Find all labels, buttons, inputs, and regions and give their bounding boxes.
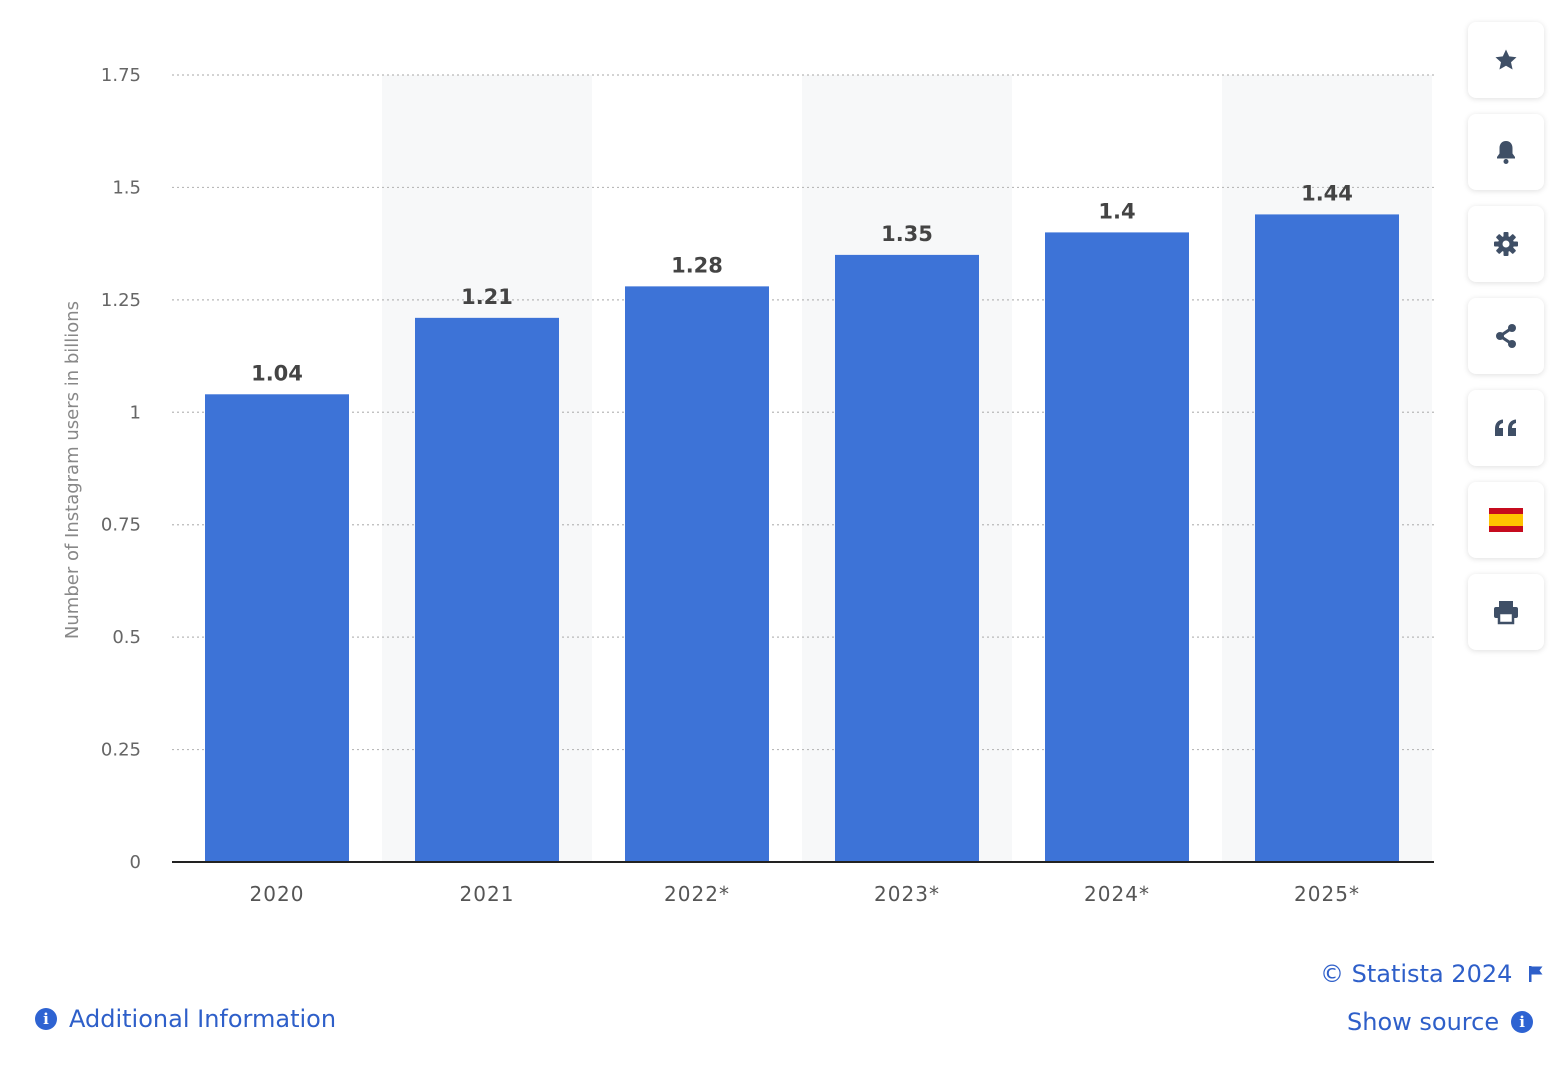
spain-flag-icon [1489, 508, 1523, 532]
y-tick-label: 0.25 [101, 740, 141, 761]
y-tick-label: 1.5 [112, 177, 141, 198]
quote-icon [1495, 419, 1516, 436]
notification-button[interactable] [1468, 114, 1544, 190]
y-axis-label: Number of Instagram users in billions [62, 301, 83, 639]
additional-information-text: Additional Information [69, 1005, 337, 1033]
chart-toolbar [1468, 22, 1544, 666]
y-tick-label: 0.5 [112, 627, 141, 648]
bar[interactable] [205, 394, 349, 862]
favorite-button[interactable] [1468, 22, 1544, 98]
y-tick-label: 0.75 [101, 515, 141, 536]
bar-value-label: 1.44 [1301, 181, 1353, 205]
show-source-link[interactable]: Show source i [1347, 1008, 1534, 1036]
y-tick-label: 0 [130, 852, 141, 873]
share-button[interactable] [1468, 298, 1544, 374]
bar-value-label: 1.35 [881, 222, 933, 246]
x-tick-label: 2022* [664, 882, 730, 906]
bell-icon [1497, 141, 1515, 164]
settings-button[interactable] [1468, 206, 1544, 282]
x-tick-label: 2021 [460, 882, 515, 906]
x-tick-label: 2025* [1294, 882, 1360, 906]
bar[interactable] [625, 286, 769, 862]
copyright-text: © Statista 2024 [1320, 960, 1513, 988]
bar[interactable] [1045, 232, 1189, 862]
show-source-text: Show source [1347, 1008, 1500, 1036]
info-icon: i [1511, 1011, 1534, 1033]
x-tick-label: 2024* [1084, 882, 1150, 906]
bar[interactable] [1255, 214, 1399, 862]
share-icon [1496, 324, 1516, 348]
cite-button[interactable] [1468, 390, 1544, 466]
bar-value-label: 1.21 [461, 285, 513, 309]
flag-icon [1529, 966, 1543, 982]
y-tick-label: 1 [130, 402, 141, 423]
bar-chart: 0 0.25 0.5 0.75 1 1.25 1.5 1.75 1.04 1.21 1.28 1.3… [62, 65, 1434, 906]
bar[interactable] [415, 317, 559, 862]
bar-value-label: 1.04 [251, 361, 303, 385]
gear-icon [1494, 232, 1518, 256]
star-icon [1495, 49, 1517, 70]
copyright-link[interactable]: © Statista 2024 [1320, 960, 1544, 988]
print-button[interactable] [1468, 574, 1544, 650]
bar-value-label: 1.28 [671, 253, 723, 277]
bar[interactable] [835, 254, 979, 862]
y-tick-label: 1.75 [101, 65, 141, 86]
x-tick-label: 2020 [250, 882, 305, 906]
y-tick-label: 1.25 [101, 290, 141, 311]
language-button[interactable] [1468, 482, 1544, 558]
additional-information-link[interactable]: i Additional Information [35, 1005, 336, 1033]
print-icon [1494, 601, 1518, 625]
info-icon: i [35, 1008, 57, 1030]
bar-value-label: 1.4 [1098, 199, 1135, 223]
x-tick-label: 2023* [874, 882, 940, 906]
